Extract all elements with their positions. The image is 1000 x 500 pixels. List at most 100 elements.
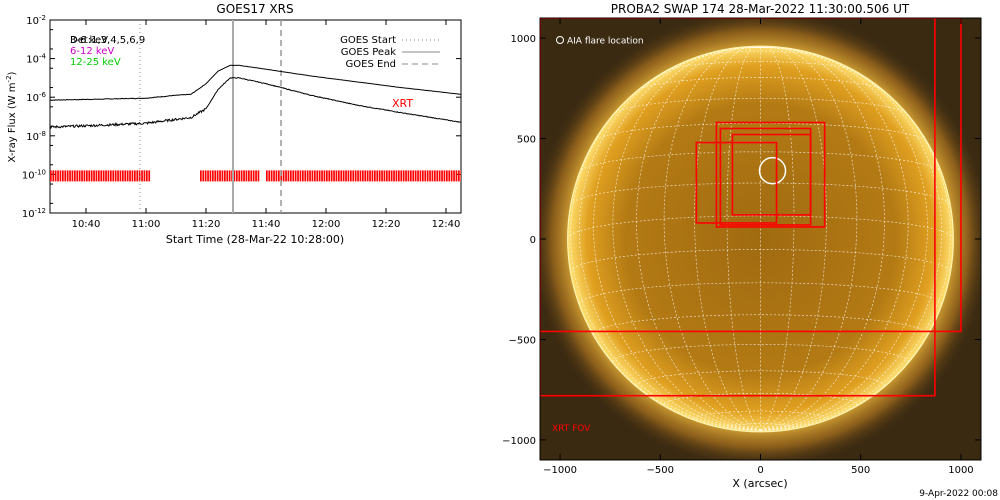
xrt-coverage-stripe (438, 170, 441, 182)
longitude-line (760, 46, 909, 431)
xrt-coverage-stripe (400, 170, 403, 182)
xrt-coverage-stripe (422, 170, 424, 182)
xrt-coverage-stripe (419, 170, 422, 182)
xrt-coverage-stripe (410, 170, 412, 182)
xrt-coverage-stripe (431, 170, 434, 182)
xrt-coverage-stripe (83, 170, 86, 182)
xrt-coverage-stripe (354, 170, 357, 182)
xrt-coverage-stripe (314, 170, 316, 182)
xrt-coverage-stripe (141, 170, 143, 182)
xrt-coverage-stripe (219, 170, 221, 182)
xrt-coverage-stripe (248, 170, 250, 182)
xrt-coverage-stripe (405, 170, 407, 182)
longitude-line (612, 46, 761, 431)
aia-flare-circle (758, 156, 787, 185)
xrt-coverage-stripe (458, 170, 460, 182)
xrt-coverage-stripe (200, 170, 202, 182)
xrt-coverage-stripe (74, 170, 76, 182)
xrt-coverage-stripe (238, 170, 241, 182)
swap-y-tick-label: 500 (517, 135, 536, 146)
goes-flux-line (50, 64, 461, 101)
xrt-coverage-stripe (342, 170, 345, 182)
xrt-coverage-stripe (250, 170, 253, 182)
xrt-coverage-stripe (138, 170, 141, 182)
xrt-coverage-stripe (426, 170, 429, 182)
xrt-coverage-stripe (122, 170, 124, 182)
xrt-coverage-stripe (209, 170, 212, 182)
xrt-coverage-stripe (252, 170, 255, 182)
goes-x-tick-label: 12:00 (312, 219, 341, 230)
goes-y-tick-label: 10-6 (26, 91, 46, 104)
xrt-coverage-stripe (376, 170, 379, 182)
xrt-coverage-stripe (299, 170, 302, 182)
xrt-coverage-stripe (402, 170, 405, 182)
xrt-coverage-stripe (52, 170, 55, 182)
xrt-coverage-stripe (268, 170, 271, 182)
xrt-coverage-stripe (357, 170, 359, 182)
xrt-coverage-stripe (88, 170, 91, 182)
xrt-coverage-stripe (62, 170, 64, 182)
goes-x-axis-title: Start Time (28-Mar-22 10:28:00) (166, 233, 344, 246)
goes-y-tick-label: 10-2 (26, 14, 46, 27)
xrt-coverage-stripe (69, 170, 71, 182)
xrt-coverage-stripe (304, 170, 307, 182)
goes-plot-area: 10:40 11:00 11:20 11:40 12:00 12:20 12:40 10-12… (22, 14, 462, 230)
xrt-coverage-stripe (335, 170, 338, 182)
goes-flux-line (50, 77, 461, 130)
xrt-coverage-stripe (95, 170, 98, 182)
xrt-coverage-stripe (54, 170, 57, 182)
aia-flare-location (758, 156, 787, 185)
latitude-line (694, 410, 827, 419)
goes-flux-series (50, 64, 461, 130)
xrt-coverage-stripe (93, 170, 95, 182)
xrt-coverage-stripe (66, 170, 69, 182)
xrt-fov-box (715, 121, 826, 228)
marker-legend-label: GOES End (346, 59, 396, 70)
xrt-coverage-stripe (270, 170, 273, 182)
xrt-coverage-stripe (412, 170, 415, 182)
xrt-coverage-stripe (245, 170, 248, 182)
xrt-coverage-stripe (212, 170, 214, 182)
xrt-coverage-stripe (233, 170, 236, 182)
goes-axis-ticks: 10:40 11:00 11:20 11:40 12:00 12:20 12:40 10-12… (22, 14, 461, 230)
xrt-coverage-stripe (266, 170, 268, 182)
swap-x-tick-label: 500 (851, 465, 870, 476)
xrt-coverage-stripe (64, 170, 67, 182)
xrt-coverage-stripe (366, 170, 369, 182)
goes-y-axis-title: X-ray Flux (W m-2) (5, 71, 18, 162)
goes-chart-title: GOES17 XRS (216, 2, 293, 16)
xrt-coverage-stripe (236, 170, 238, 182)
swap-x-tick-label: 0 (757, 465, 763, 476)
xrt-coverage-stripe (340, 170, 343, 182)
xrt-coverage-stripe (202, 170, 205, 182)
longitude-line (593, 46, 761, 431)
xrt-coverage-stripe (59, 170, 62, 182)
xrt-coverage-stripe (395, 170, 398, 182)
xrt-fov-box (695, 141, 778, 224)
latitude-line (593, 314, 928, 335)
longitude-line (663, 46, 761, 431)
energy-legend-label: Det:1,3,4,5,6,9 (70, 35, 145, 46)
xrt-coverage-stripe (318, 170, 321, 182)
longitude-line (760, 46, 928, 431)
swap-axis-ticks: −1000 −500 0 500 1000 −1000 −500 0 500 1000 (502, 18, 981, 476)
goes-y-axis-title-close: ) (7, 71, 18, 75)
swap-image-chart: PROBA2 SWAP 174 28-Mar-2022 11:30:00.506… (502, 2, 982, 490)
xrt-coverage-stripe (333, 170, 335, 182)
goes-x-tick-label: 11:40 (252, 219, 281, 230)
xrt-coverage-stripe (429, 170, 431, 182)
swap-x-tick-label: −1000 (543, 465, 577, 476)
xrt-coverage-stripe (388, 170, 391, 182)
swap-chart-title: PROBA2 SWAP 174 28-Mar-2022 11:30:00.506… (611, 2, 910, 16)
longitude-line (570, 47, 761, 431)
xrt-coverage-stripe (226, 170, 229, 182)
xrt-coverage-stripe (102, 170, 105, 182)
xrt-coverage-stripe (124, 170, 127, 182)
swap-x-axis-title: X (arcsec) (732, 477, 787, 490)
xrt-coverage-stripe (414, 170, 417, 182)
solar-limb (567, 45, 954, 433)
xrt-coverage-stripe (436, 170, 439, 182)
xrt-coverage-stripe (214, 170, 217, 182)
xrt-coverage-stripe (224, 170, 226, 182)
goes-x-tick-label: 12:40 (432, 219, 461, 230)
